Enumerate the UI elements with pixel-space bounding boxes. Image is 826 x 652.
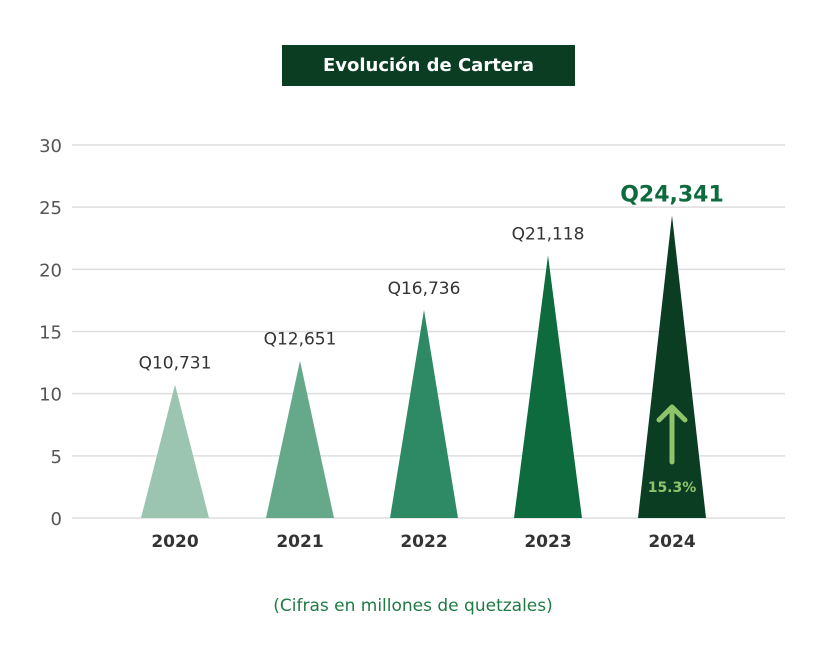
y-tick-label: 30 <box>39 136 62 157</box>
x-tick-label: 2021 <box>276 532 323 552</box>
y-tick-label: 25 <box>39 198 62 219</box>
data-label-2023: Q21,118 <box>512 224 585 244</box>
bar-2024 <box>638 215 706 518</box>
data-label-2020: Q10,731 <box>139 354 212 374</box>
bar-2021 <box>266 360 334 518</box>
x-tick-label: 2023 <box>524 532 571 552</box>
y-tick-label: 5 <box>51 447 62 468</box>
growth-annotation: 15.3% <box>648 480 697 496</box>
arrow-up-icon <box>656 404 688 465</box>
y-tick-label: 20 <box>39 260 62 281</box>
bar-2020 <box>141 384 209 518</box>
y-tick-label: 0 <box>51 509 62 530</box>
x-tick-label: 2024 <box>648 532 695 552</box>
x-tick-label: 2020 <box>151 532 198 552</box>
data-label-2024: Q24,341 <box>620 182 724 207</box>
y-tick-label: 10 <box>39 385 62 406</box>
bar-2023 <box>514 255 582 518</box>
bar-2022 <box>390 309 458 518</box>
y-tick-label: 15 <box>39 323 62 344</box>
chart-title: Evolución de Cartera <box>282 45 575 86</box>
data-label-2022: Q16,736 <box>388 279 461 299</box>
data-label-2021: Q12,651 <box>264 330 337 350</box>
chart-note: (Cifras en millones de quetzales) <box>273 596 553 616</box>
x-tick-label: 2022 <box>400 532 447 552</box>
